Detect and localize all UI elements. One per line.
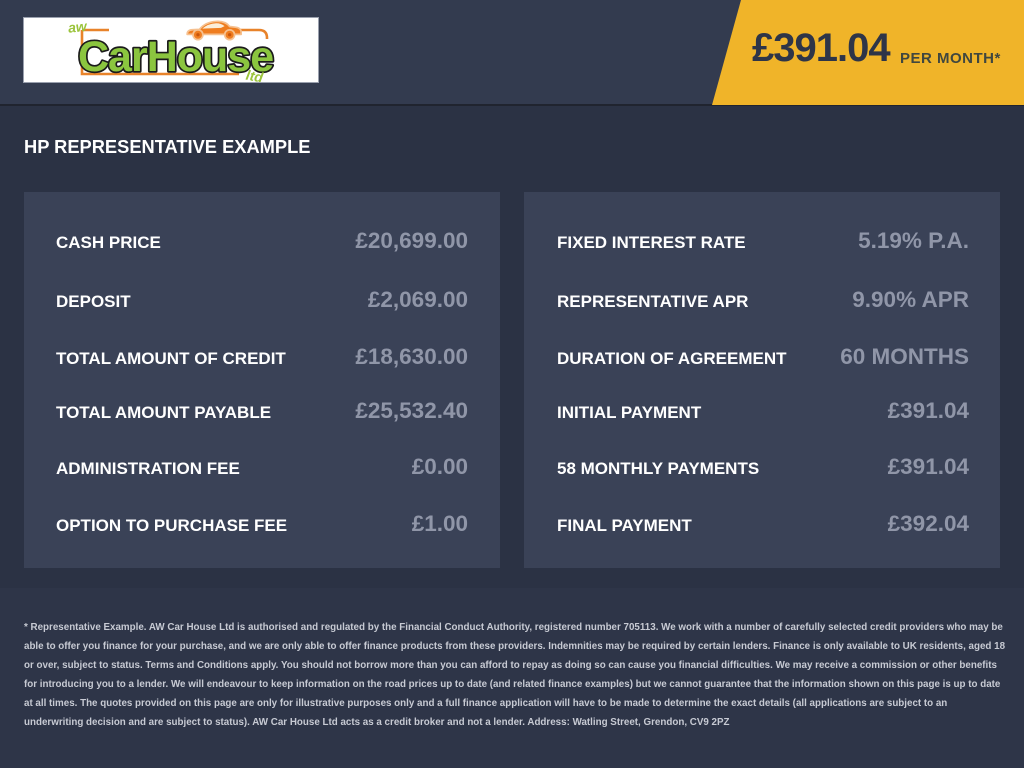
svg-text:ltd: ltd <box>245 67 265 83</box>
svg-text:CarHouse: CarHouse <box>78 33 273 81</box>
